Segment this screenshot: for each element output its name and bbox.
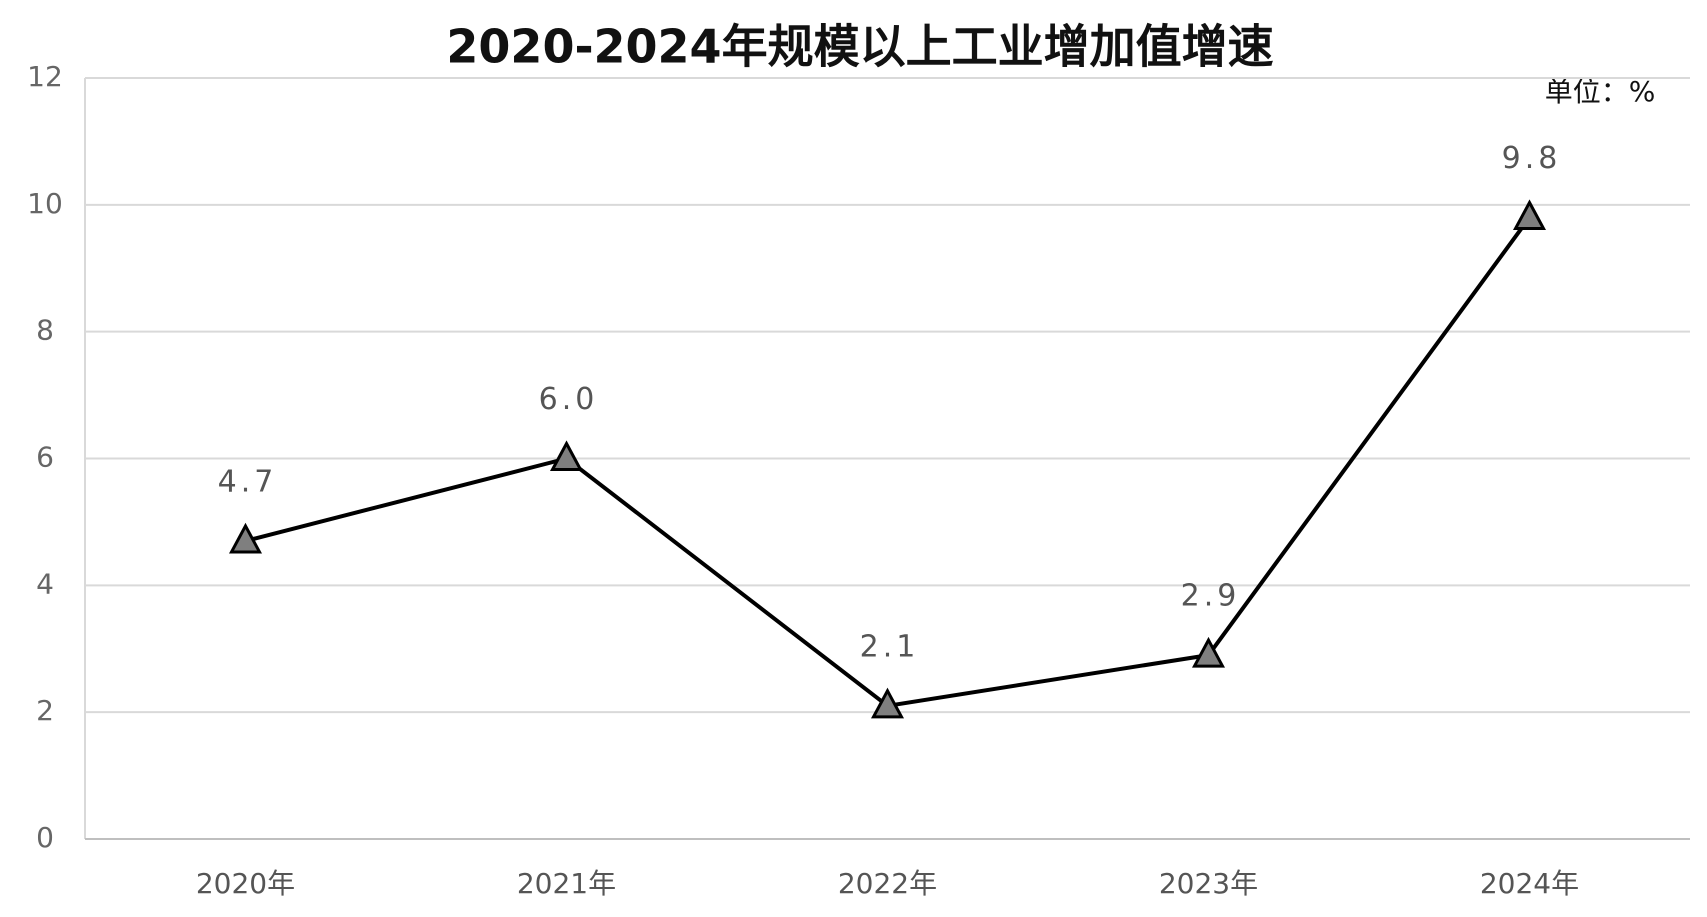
x-tick-label: 2021年: [517, 867, 616, 900]
x-tick-label: 2024年: [1480, 867, 1579, 900]
marker: [549, 440, 584, 471]
y-tick-label: 0: [36, 821, 54, 854]
data-label: 4.7: [218, 464, 278, 499]
y-tick-label: 6: [36, 441, 54, 474]
data-label: 6.0: [539, 382, 599, 417]
unit-label: 单位：%: [1545, 75, 1656, 108]
x-tick-label: 2022年: [838, 867, 937, 900]
marker: [1512, 199, 1547, 231]
chart-title: 2020-2024年规模以上工业增加值增速: [446, 20, 1273, 74]
data-label: 2.1: [860, 629, 920, 664]
marker: [1191, 636, 1226, 668]
y-tick-label: 4: [36, 567, 54, 600]
data-label: 2.9: [1181, 579, 1241, 614]
data-label: 9.8: [1502, 141, 1562, 176]
y-tick-label: 12: [27, 60, 63, 93]
x-tick-label: 2020年: [196, 867, 295, 900]
marker: [228, 522, 263, 554]
y-tick-label: 8: [36, 314, 54, 347]
y-tick-label: 2: [36, 694, 54, 727]
x-tick-label: 2023年: [1159, 867, 1258, 900]
marker: [870, 687, 905, 719]
y-tick-label: 10: [27, 187, 63, 220]
